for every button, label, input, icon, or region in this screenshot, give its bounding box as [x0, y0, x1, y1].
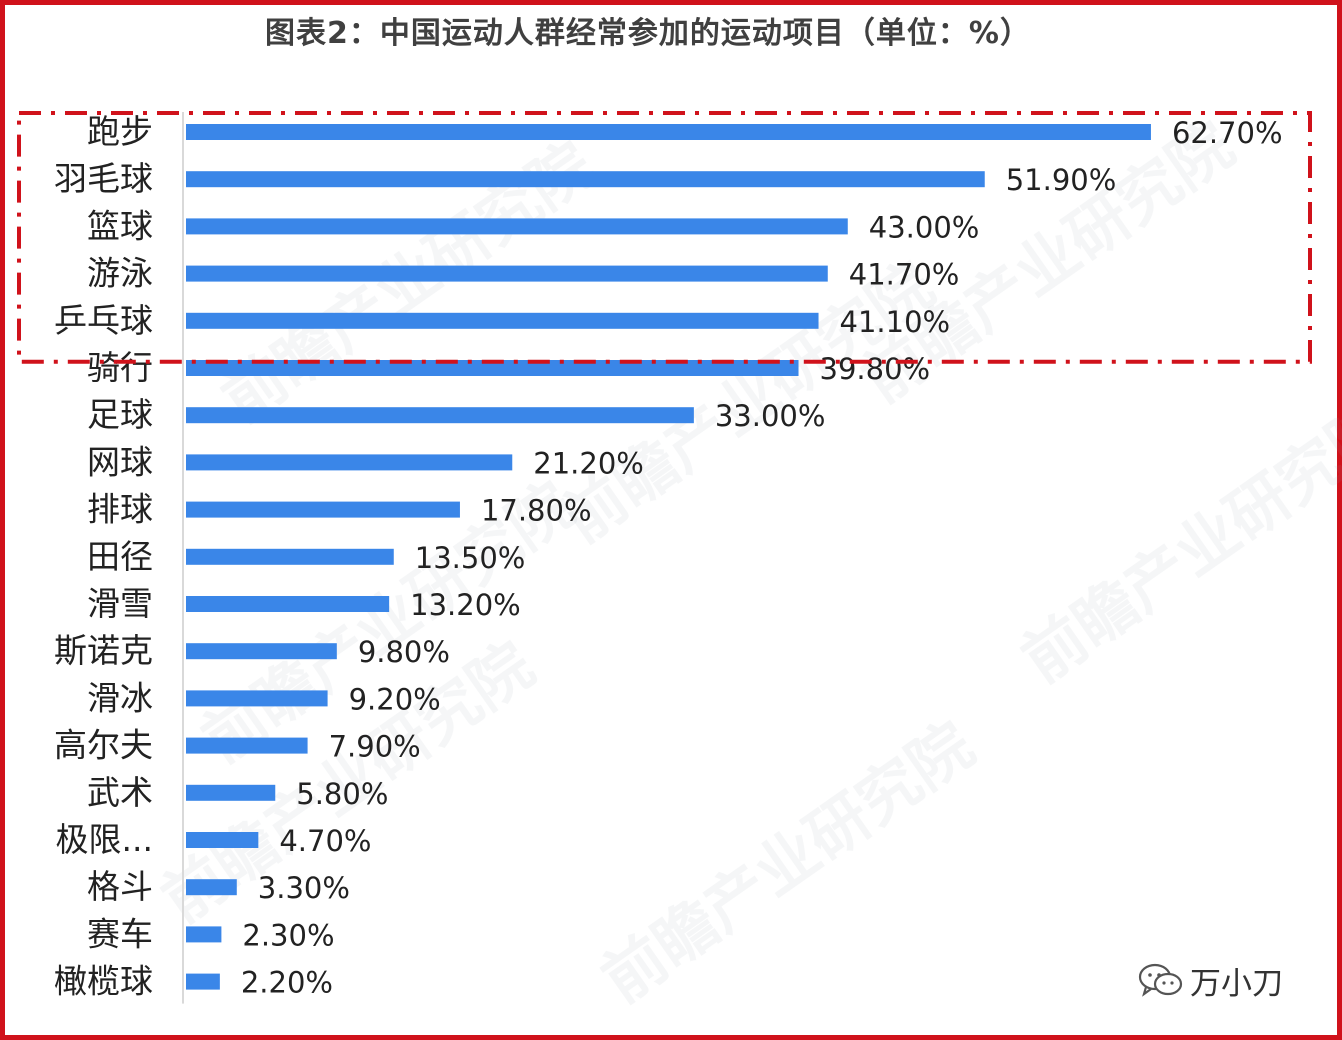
- data-label: 9.80%: [358, 635, 450, 669]
- data-label: 41.10%: [840, 305, 951, 339]
- category-label: 篮球: [87, 206, 153, 245]
- category-label: 格斗: [87, 867, 153, 906]
- brand-mark: 万小刀: [1138, 958, 1283, 1002]
- bars: 跑步 62.70% 羽毛球 51.90% 篮球 43.00% 游泳 41.70% 乒乓球 41.1…: [54, 112, 1283, 1001]
- category-label: 斯诺克: [54, 631, 153, 670]
- data-label: 41.70%: [849, 258, 960, 292]
- data-label: 13.50%: [415, 541, 526, 575]
- data-label: 21.20%: [533, 446, 644, 480]
- bar: [186, 879, 237, 896]
- category-label: 赛车: [87, 914, 153, 953]
- data-label: 3.30%: [258, 871, 350, 905]
- data-label: 33.00%: [715, 399, 826, 433]
- watermark-text: 前瞻产业研究院: [1009, 388, 1342, 697]
- data-label: 9.20%: [349, 682, 441, 716]
- category-label: 网球: [87, 442, 153, 481]
- bar: [186, 926, 222, 943]
- watermark-text: 前瞻产业研究院: [589, 708, 986, 1017]
- category-label: 足球: [87, 395, 153, 434]
- bar: [186, 171, 985, 188]
- data-label: 39.80%: [820, 352, 931, 386]
- bar: [186, 360, 799, 376]
- bar: [186, 454, 513, 471]
- data-label: 7.90%: [329, 730, 421, 764]
- category-label: 排球: [87, 490, 153, 529]
- data-label: 51.90%: [1006, 163, 1117, 197]
- category-label: 田径: [87, 537, 153, 576]
- bar: [186, 596, 390, 612]
- bar: [186, 737, 308, 754]
- category-label: 橄榄球: [54, 962, 153, 1001]
- category-label: 跑步: [87, 112, 153, 151]
- bar: [186, 548, 394, 565]
- bar: [186, 784, 276, 801]
- data-label: 62.70%: [1172, 116, 1283, 150]
- data-label: 5.80%: [296, 777, 388, 811]
- bar: [186, 407, 694, 424]
- data-label: 43.00%: [869, 210, 980, 244]
- bar: [186, 690, 328, 707]
- category-label: 滑雪: [87, 584, 153, 623]
- brand-text: 万小刀: [1190, 965, 1283, 1002]
- category-label: 游泳: [87, 254, 153, 293]
- bar: [186, 124, 1151, 140]
- chart-title: 图表2：中国运动人群经常参加的运动项目（单位：%）: [265, 16, 1031, 51]
- data-label: 13.20%: [410, 588, 521, 622]
- bar: [186, 265, 828, 282]
- highlight-box: [17, 111, 1312, 364]
- bar: [186, 501, 460, 518]
- category-label: 武术: [87, 773, 153, 812]
- category-label: 滑冰: [87, 678, 153, 717]
- data-label: 17.80%: [481, 494, 592, 528]
- data-label: 2.20%: [241, 966, 333, 1000]
- bar: [186, 312, 819, 329]
- bar: [186, 832, 259, 848]
- bar: [186, 973, 220, 990]
- bar: [186, 643, 337, 660]
- category-label: 高尔夫: [54, 726, 153, 765]
- category-label: 羽毛球: [54, 159, 153, 198]
- category-label: 乒乓球: [54, 301, 153, 340]
- bar: [186, 218, 848, 235]
- category-label: 极限...: [56, 820, 153, 859]
- data-label: 4.70%: [279, 824, 371, 858]
- wechat-icon: [1138, 963, 1183, 997]
- category-label: 骑行: [87, 348, 153, 387]
- data-label: 2.30%: [242, 918, 334, 952]
